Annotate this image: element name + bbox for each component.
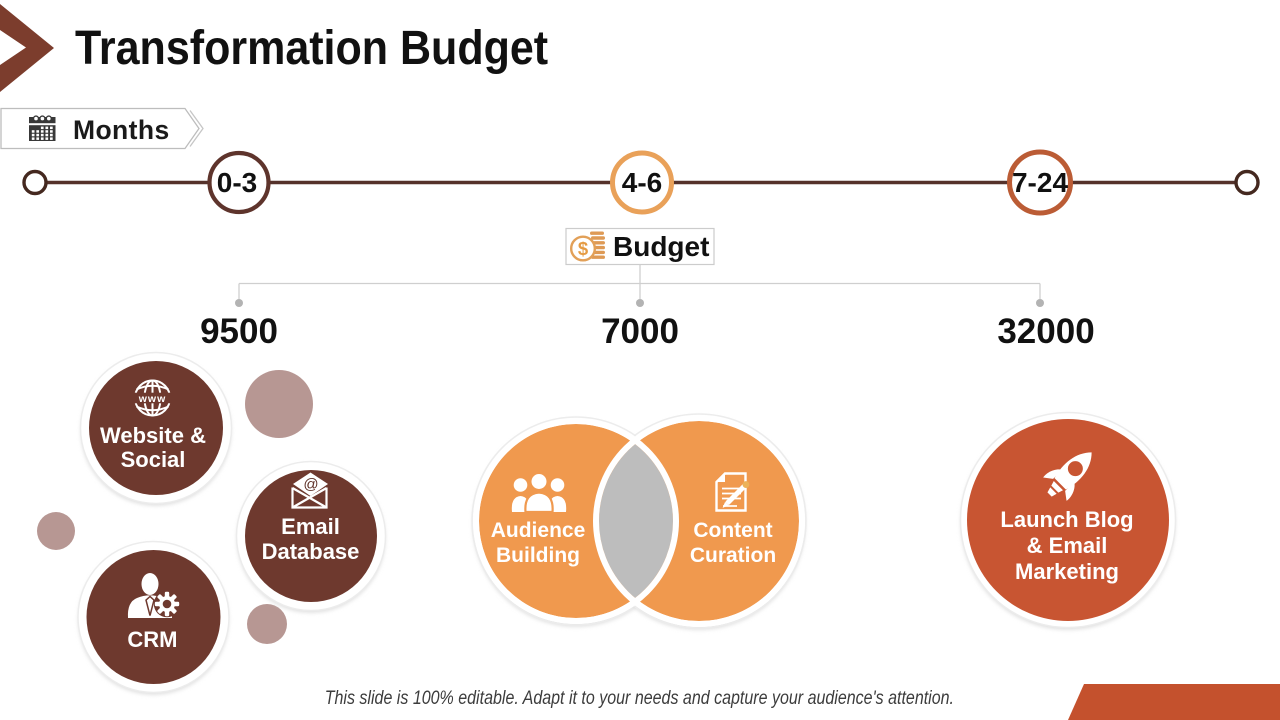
svg-text:@: @ bbox=[303, 476, 318, 493]
svg-text:$: $ bbox=[578, 238, 589, 259]
svg-text:www: www bbox=[138, 393, 167, 405]
